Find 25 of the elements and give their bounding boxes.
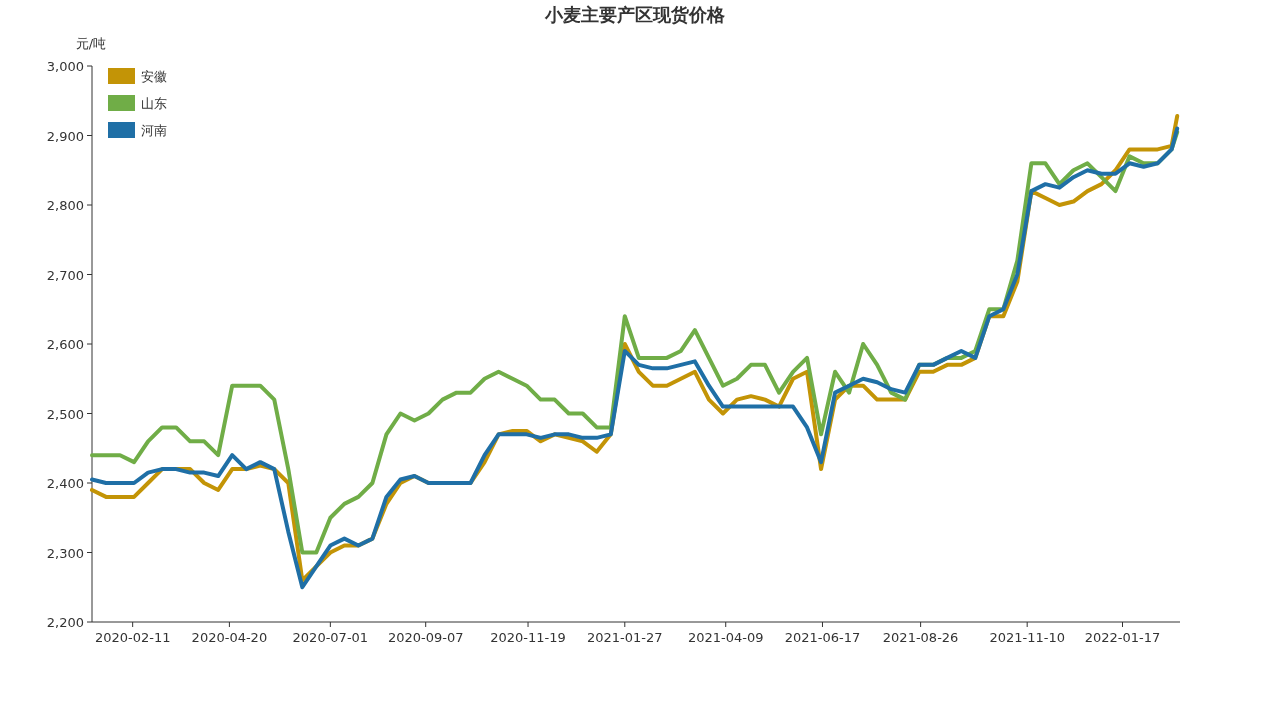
x-tick-label: 2022-01-17	[1084, 630, 1161, 645]
chart-title: 小麦主要产区现货价格	[544, 4, 726, 25]
legend-label: 河南	[141, 123, 167, 138]
x-tick-label: 2021-06-17	[784, 630, 861, 645]
x-tick-label: 2020-04-20	[191, 630, 268, 645]
x-tick-label: 2020-09-07	[387, 630, 464, 645]
y-tick-label: 2,500	[46, 406, 84, 422]
y-tick-label: 2,600	[46, 337, 84, 352]
y-tick-label: 2,300	[46, 545, 84, 561]
y-tick-label: 2,700	[46, 267, 84, 283]
x-tick-label: 2020-07-01	[292, 630, 369, 645]
y-tick-label: 2,200	[46, 615, 84, 630]
x-tick-label: 2021-01-27	[587, 630, 663, 645]
legend-label: 山东	[141, 96, 167, 111]
y-axis-title: 元/吨	[75, 36, 107, 51]
x-tick-label: 2021-04-09	[687, 630, 764, 645]
y-tick-label: 2,400	[46, 476, 84, 491]
x-tick-label: 2020-11-19	[490, 630, 566, 645]
y-tick-label: 2,900	[46, 128, 84, 144]
y-tick-label: 3,000	[46, 59, 84, 74]
legend-label: 安徽	[141, 69, 167, 84]
x-tick-label: 2021-08-26	[882, 630, 959, 645]
y-tick-label: 2,800	[46, 198, 84, 213]
x-tick-label: 2021-11-10	[989, 630, 1065, 645]
x-tick-label: 2020-02-11	[94, 630, 171, 645]
